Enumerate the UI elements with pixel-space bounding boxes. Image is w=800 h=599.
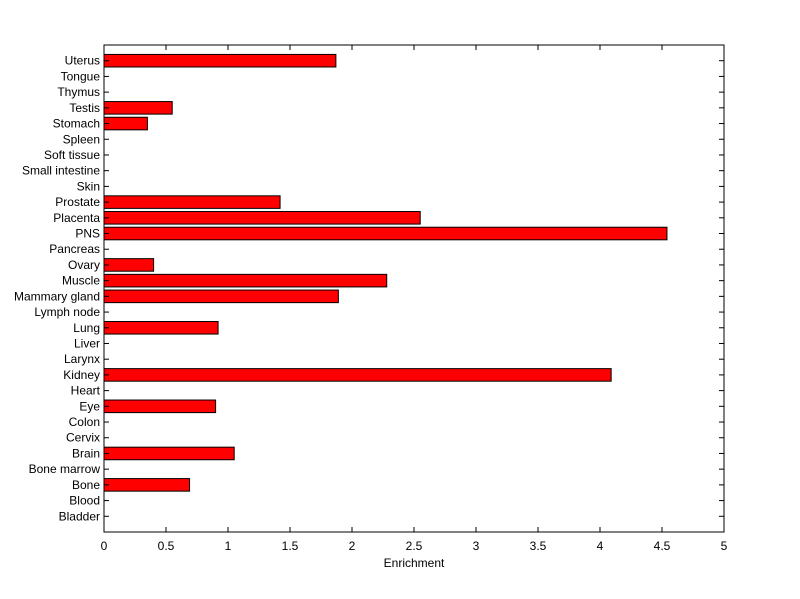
y-tick-label-uterus: Uterus bbox=[65, 54, 100, 68]
y-tick-label-kidney: Kidney bbox=[63, 368, 100, 382]
y-tick-label-pancreas: Pancreas bbox=[49, 242, 100, 256]
y-tick-label-pns: PNS bbox=[75, 227, 100, 241]
x-tick-label-7: 3.5 bbox=[530, 539, 547, 553]
y-tick-label-cervix: Cervix bbox=[66, 431, 100, 445]
bar-ovary bbox=[103, 258, 155, 272]
bar-muscle bbox=[103, 273, 388, 288]
y-tick-label-prostate: Prostate bbox=[55, 195, 100, 209]
bar-brain bbox=[103, 446, 235, 461]
y-tick-label-lung: Lung bbox=[73, 321, 100, 335]
x-axis-label: Enrichment bbox=[384, 556, 445, 570]
bar-bone bbox=[103, 478, 191, 492]
y-tick-label-stomach: Stomach bbox=[53, 117, 100, 131]
y-tick-label-heart: Heart bbox=[71, 384, 101, 398]
bar-kidney bbox=[103, 368, 612, 382]
y-tick-label-lymph-node: Lymph node bbox=[34, 305, 100, 319]
y-tick-label-soft-tissue: Soft tissue bbox=[44, 148, 100, 162]
y-tick-label-tongue: Tongue bbox=[61, 69, 101, 83]
y-tick-label-mammary-gland: Mammary gland bbox=[14, 289, 100, 303]
y-tick-label-muscle: Muscle bbox=[62, 274, 100, 288]
x-tick-label-5: 2.5 bbox=[406, 539, 423, 553]
y-tick-label-bone-marrow: Bone marrow bbox=[29, 462, 101, 476]
y-tick-label-skin: Skin bbox=[77, 179, 100, 193]
y-tick-label-bone: Bone bbox=[72, 478, 100, 492]
y-tick-label-placenta: Placenta bbox=[53, 211, 100, 225]
y-tick-label-larynx: Larynx bbox=[64, 352, 100, 366]
y-tick-label-brain: Brain bbox=[72, 446, 100, 460]
y-tick-label-liver: Liver bbox=[74, 336, 100, 350]
y-tick-label-bladder: Bladder bbox=[59, 509, 100, 523]
y-tick-label-small-intestine: Small intestine bbox=[22, 164, 100, 178]
y-tick-label-spleen: Spleen bbox=[63, 132, 100, 146]
y-tick-label-ovary: Ovary bbox=[68, 258, 100, 272]
bar-mammary-gland bbox=[103, 289, 339, 304]
bar-lung bbox=[103, 320, 219, 335]
bar-eye bbox=[103, 399, 217, 414]
y-tick-label-blood: Blood bbox=[69, 494, 100, 508]
x-tick-label-3: 1.5 bbox=[282, 539, 299, 553]
bar-stomach bbox=[103, 116, 148, 131]
x-tick-label-0: 0 bbox=[101, 539, 108, 553]
x-tick-label-10: 5 bbox=[721, 539, 728, 553]
bars-group bbox=[103, 53, 668, 492]
x-tick-label-1: 0.5 bbox=[158, 539, 175, 553]
y-tick-label-testis: Testis bbox=[69, 101, 100, 115]
bar-pns bbox=[103, 226, 668, 241]
x-tick-label-6: 3 bbox=[473, 539, 480, 553]
bar-placenta bbox=[103, 211, 421, 225]
y-tick-label-thymus: Thymus bbox=[57, 85, 100, 99]
bar-uterus bbox=[103, 53, 337, 68]
y-tick-label-eye: Eye bbox=[79, 399, 100, 413]
x-tick-label-2: 1 bbox=[225, 539, 232, 553]
x-tick-label-4: 2 bbox=[349, 539, 356, 553]
x-tick-label-9: 4.5 bbox=[654, 539, 671, 553]
ticks-group bbox=[103, 45, 725, 532]
x-tick-label-8: 4 bbox=[597, 539, 604, 553]
y-tick-label-colon: Colon bbox=[69, 415, 100, 429]
bar-prostate bbox=[103, 195, 281, 209]
bar-testis bbox=[103, 101, 173, 115]
